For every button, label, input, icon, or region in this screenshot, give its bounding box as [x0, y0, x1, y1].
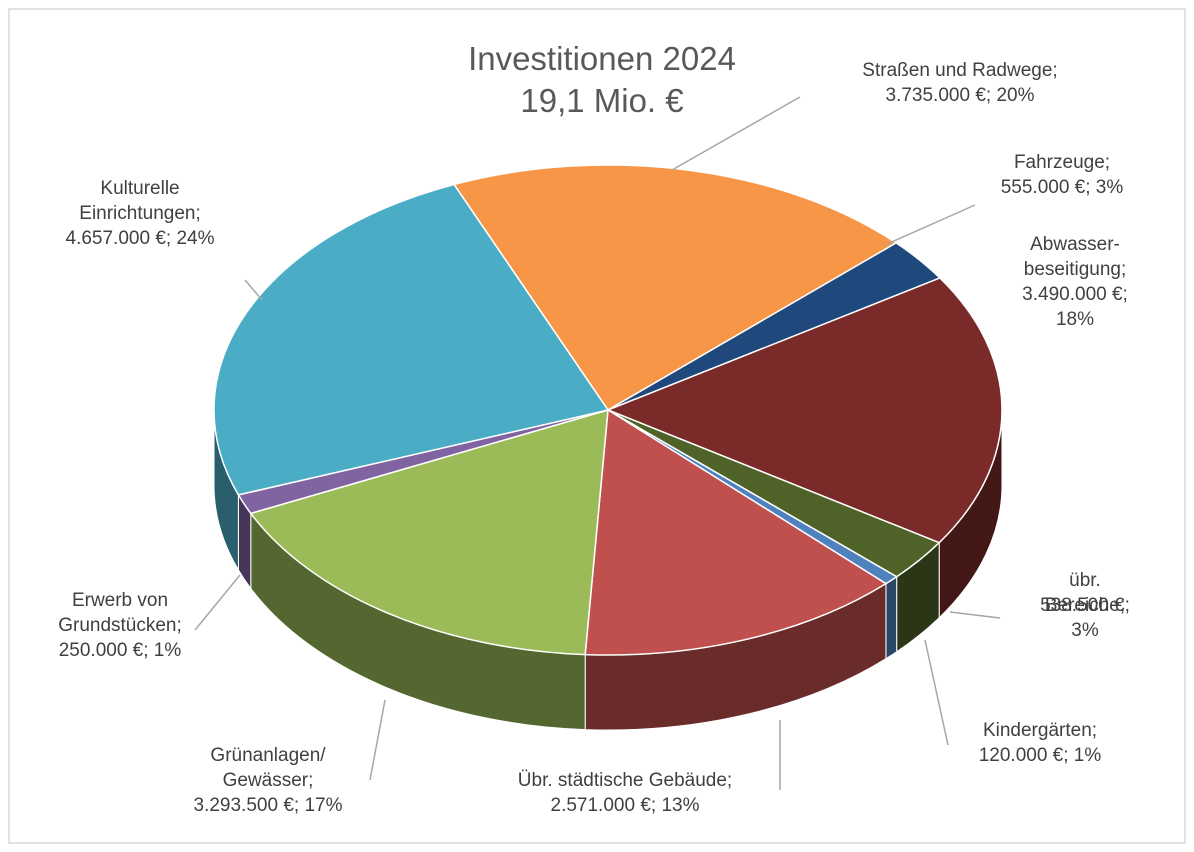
value-label: 120.000 €; 1% [978, 745, 1102, 766]
value-label: 3.735.000 €; 20% [885, 85, 1035, 106]
value-label: 3.293.500 €; 17% [193, 795, 343, 816]
slice-label: übr. Bereiche; [1044, 570, 1126, 616]
value-label: 3.490.000 €; 18% [1022, 284, 1128, 330]
leader-line [884, 204, 976, 246]
value-label: 250.000 €; 1% [58, 640, 182, 661]
slice-label: Kulturelle Einrichtungen; [79, 178, 201, 224]
leader-line [369, 699, 386, 781]
leader-line [244, 279, 263, 301]
slice-label: Straßen und Radwege; [862, 60, 1058, 81]
slice-side [885, 575, 898, 660]
slice [584, 408, 888, 656]
slice-label: Abwasser- beseitigung; [1023, 234, 1127, 280]
value-label: 538.500 €; 3% [1040, 595, 1130, 641]
value-label: 555.000 €; 3% [1000, 177, 1124, 198]
leader-line [924, 639, 949, 746]
leader-line [194, 574, 241, 631]
slice-label: Erwerb von Grundstücken; [58, 590, 182, 636]
slice [213, 183, 610, 496]
value-label: 4.657.000 €; 24% [65, 228, 215, 249]
slice-label: Kindergärten; [982, 720, 1098, 741]
slice [605, 277, 1003, 544]
chart-subtitle: 19,1 Mio. € [520, 82, 684, 119]
leader-line [671, 96, 801, 171]
slice-label: Übr. städtische Gebäude; [517, 770, 733, 791]
chart-title: Investitionen 2024 [468, 40, 736, 77]
leader-line [949, 611, 1001, 619]
slice [452, 164, 898, 411]
value-label: 2.571.000 €; 13% [550, 795, 700, 816]
slice [249, 408, 609, 656]
slice-label: Fahrzeuge; [1013, 152, 1111, 173]
slice-label: Grünanlagen/ Gewässer; [210, 745, 326, 791]
